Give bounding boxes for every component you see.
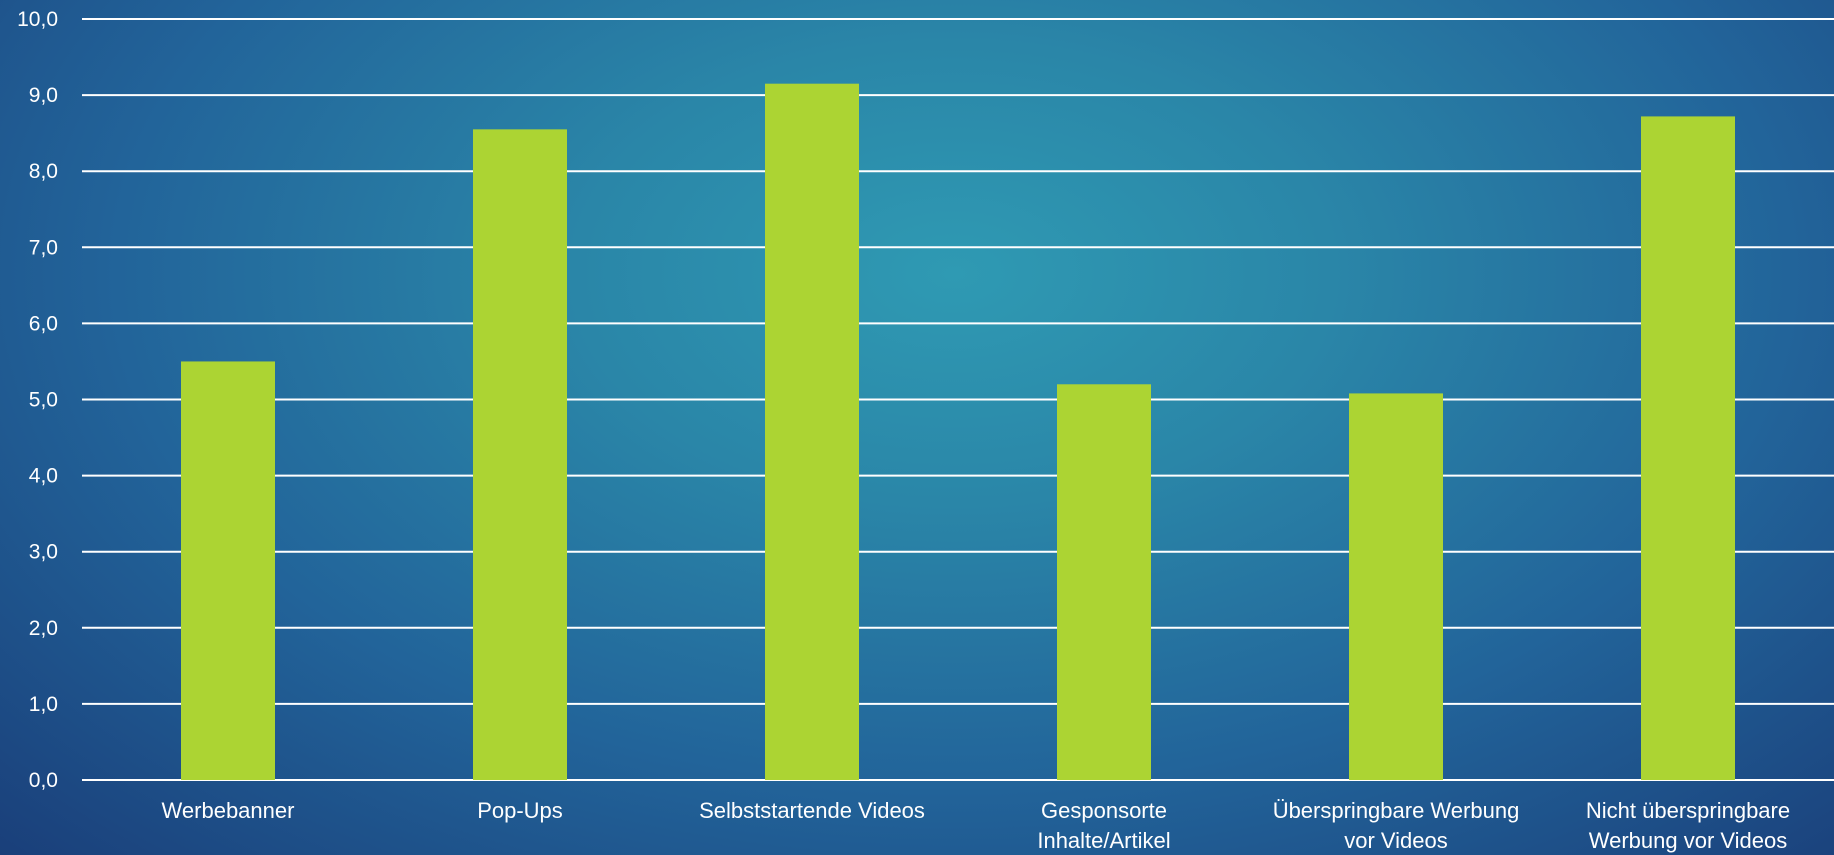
y-tick-label: 3,0	[29, 541, 58, 564]
x-category-label-line: Werbebanner	[162, 798, 295, 823]
y-tick-label: 5,0	[29, 389, 58, 412]
x-category-label-line: Gesponsorte	[1041, 798, 1167, 823]
y-tick-label: 0,0	[29, 769, 58, 792]
y-tick-label: 1,0	[29, 693, 58, 716]
y-tick-label: 7,0	[29, 236, 58, 259]
y-tick-label: 4,0	[29, 465, 58, 488]
y-tick-label: 6,0	[29, 312, 58, 335]
x-category-label: Gesponsorte Inhalte/Artikel	[1037, 798, 1170, 853]
bar	[1057, 384, 1151, 780]
x-category-label: Selbststartende Videos	[699, 798, 925, 823]
x-category-label-line: Pop-Ups	[477, 798, 563, 823]
x-category-label: Werbebanner	[162, 798, 295, 823]
y-tick-label: 9,0	[29, 84, 58, 107]
x-category-label-line: Überspringbare Werbung	[1273, 798, 1520, 823]
x-category-label-line: Werbung vor Videos	[1589, 828, 1788, 853]
gridlines	[82, 18, 1834, 781]
bar	[181, 361, 275, 780]
y-axis-tick-labels: 0,0 1,0 2,0 3,0 4,0 5,0 6,0 7,0 8,0 9,0 10,0	[17, 8, 58, 792]
y-tick-label: 8,0	[29, 160, 58, 183]
x-category-label: Überspringbare Werbung vor Videos	[1273, 798, 1520, 853]
x-category-label-line: Nicht überspringbare	[1586, 798, 1790, 823]
x-category-label: Nicht überspringbare Werbung vor Videos	[1586, 798, 1790, 853]
bars	[181, 83, 1735, 781]
x-category-label-line: vor Videos	[1344, 828, 1448, 853]
x-category-label-line: Selbststartende Videos	[699, 798, 925, 823]
bar	[1349, 393, 1443, 780]
bar	[473, 129, 567, 781]
bar	[1641, 116, 1735, 780]
y-tick-label: 10,0	[17, 8, 58, 31]
x-category-label: Pop-Ups	[477, 798, 563, 823]
x-axis-category-labels: Werbebanner Pop-Ups Selbststartende Videos…	[162, 798, 1791, 853]
bar	[765, 83, 859, 780]
y-tick-label: 2,0	[29, 617, 58, 640]
x-category-label-line: Inhalte/Artikel	[1037, 828, 1170, 853]
